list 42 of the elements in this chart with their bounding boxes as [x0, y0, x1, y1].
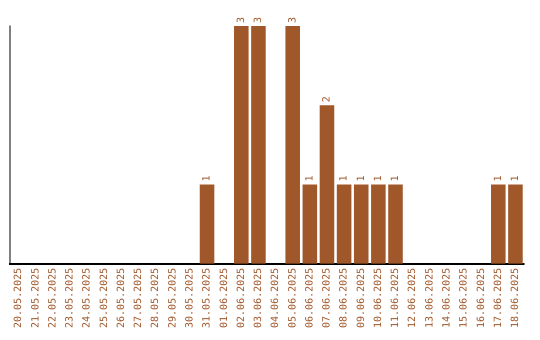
x-tick-label: 25.05.2025 [98, 268, 110, 328]
data-label: 1 [338, 176, 350, 182]
x-tick-label: 29.05.2025 [167, 268, 178, 328]
x-tick-label: 09.06.2025 [356, 268, 367, 328]
x-tick-label: 02.06.2025 [236, 268, 247, 328]
x-tick-label: 24.05.2025 [82, 268, 93, 328]
x-tick-label: 22.05.2025 [47, 268, 58, 328]
x-tick-label: 12.06.2025 [407, 268, 418, 328]
x-tick-label: 07.06.2025 [322, 268, 333, 328]
x-tick-label: 30.05.2025 [184, 268, 196, 328]
x-tick-label: 06.06.2025 [304, 268, 316, 328]
x-tick-label: 15.06.2025 [458, 268, 470, 328]
x-tick-label: 10.06.2025 [372, 268, 384, 328]
x-tick-label: 18.06.2025 [510, 268, 522, 328]
x-tick-label: 03.06.2025 [253, 268, 264, 328]
data-label: 1 [510, 176, 522, 182]
data-label: 1 [304, 176, 316, 182]
data-label: 3 [236, 16, 247, 23]
x-tick-label: 13.06.2025 [424, 268, 436, 328]
data-label: 3 [287, 16, 298, 23]
x-tick-label: 14.06.2025 [441, 268, 452, 328]
x-tick-label: 08.06.2025 [338, 268, 350, 328]
data-label: 1 [390, 176, 402, 182]
x-tick-label: 26.05.2025 [116, 268, 127, 328]
x-tick-label: 04.06.2025 [270, 268, 282, 328]
x-tick-label: 05.06.2025 [287, 268, 298, 328]
x-tick-label: 31.05.2025 [202, 268, 213, 328]
data-label: 3 [253, 16, 264, 23]
x-tick-label: 28.05.2025 [150, 268, 162, 328]
data-label: 1 [372, 176, 384, 182]
x-tick-label: 20.05.2025 [13, 268, 24, 328]
data-label: 2 [322, 96, 333, 102]
x-tick-label: 21.05.2025 [30, 268, 42, 328]
x-tick-label: 23.05.2025 [64, 268, 76, 328]
x-tick-label: 16.06.2025 [476, 268, 487, 328]
x-tick-label: 01.06.2025 [218, 268, 230, 328]
x-tick-label: 27.05.2025 [133, 268, 144, 328]
data-label: 1 [356, 176, 367, 182]
x-tick-label: 11.06.2025 [390, 268, 402, 328]
data-label: 1 [492, 176, 504, 182]
x-tick-label: 17.06.2025 [492, 268, 504, 328]
data-label: 1 [202, 176, 213, 182]
